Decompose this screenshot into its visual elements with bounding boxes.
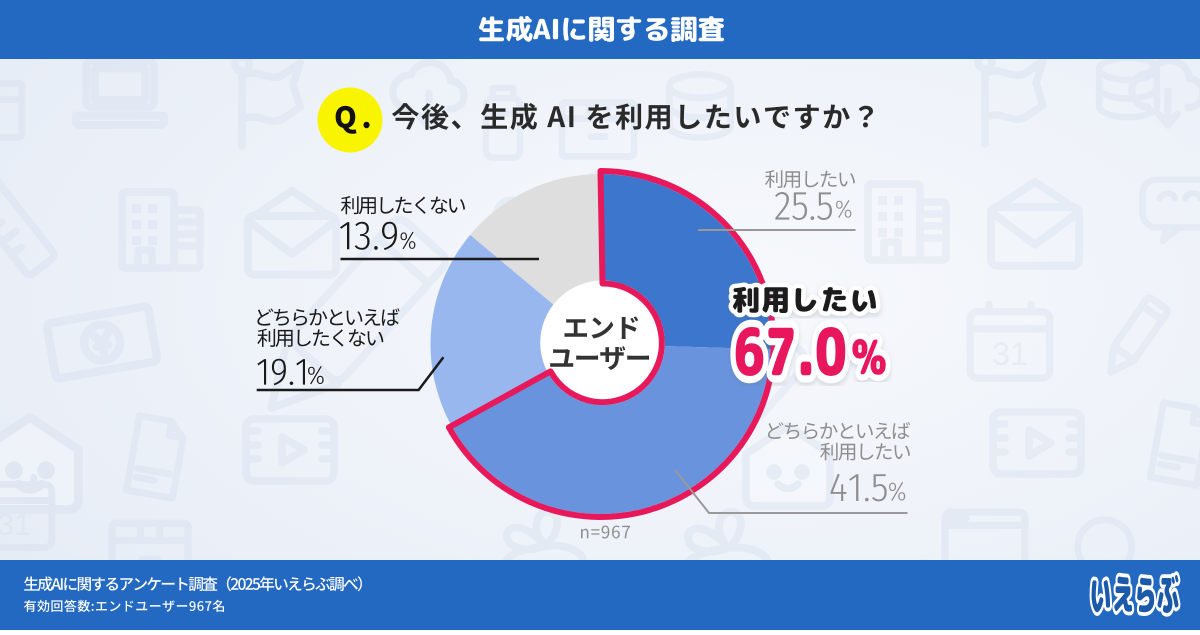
svg-text:31: 31 [992, 336, 1028, 372]
svg-text:31: 31 [0, 508, 31, 542]
